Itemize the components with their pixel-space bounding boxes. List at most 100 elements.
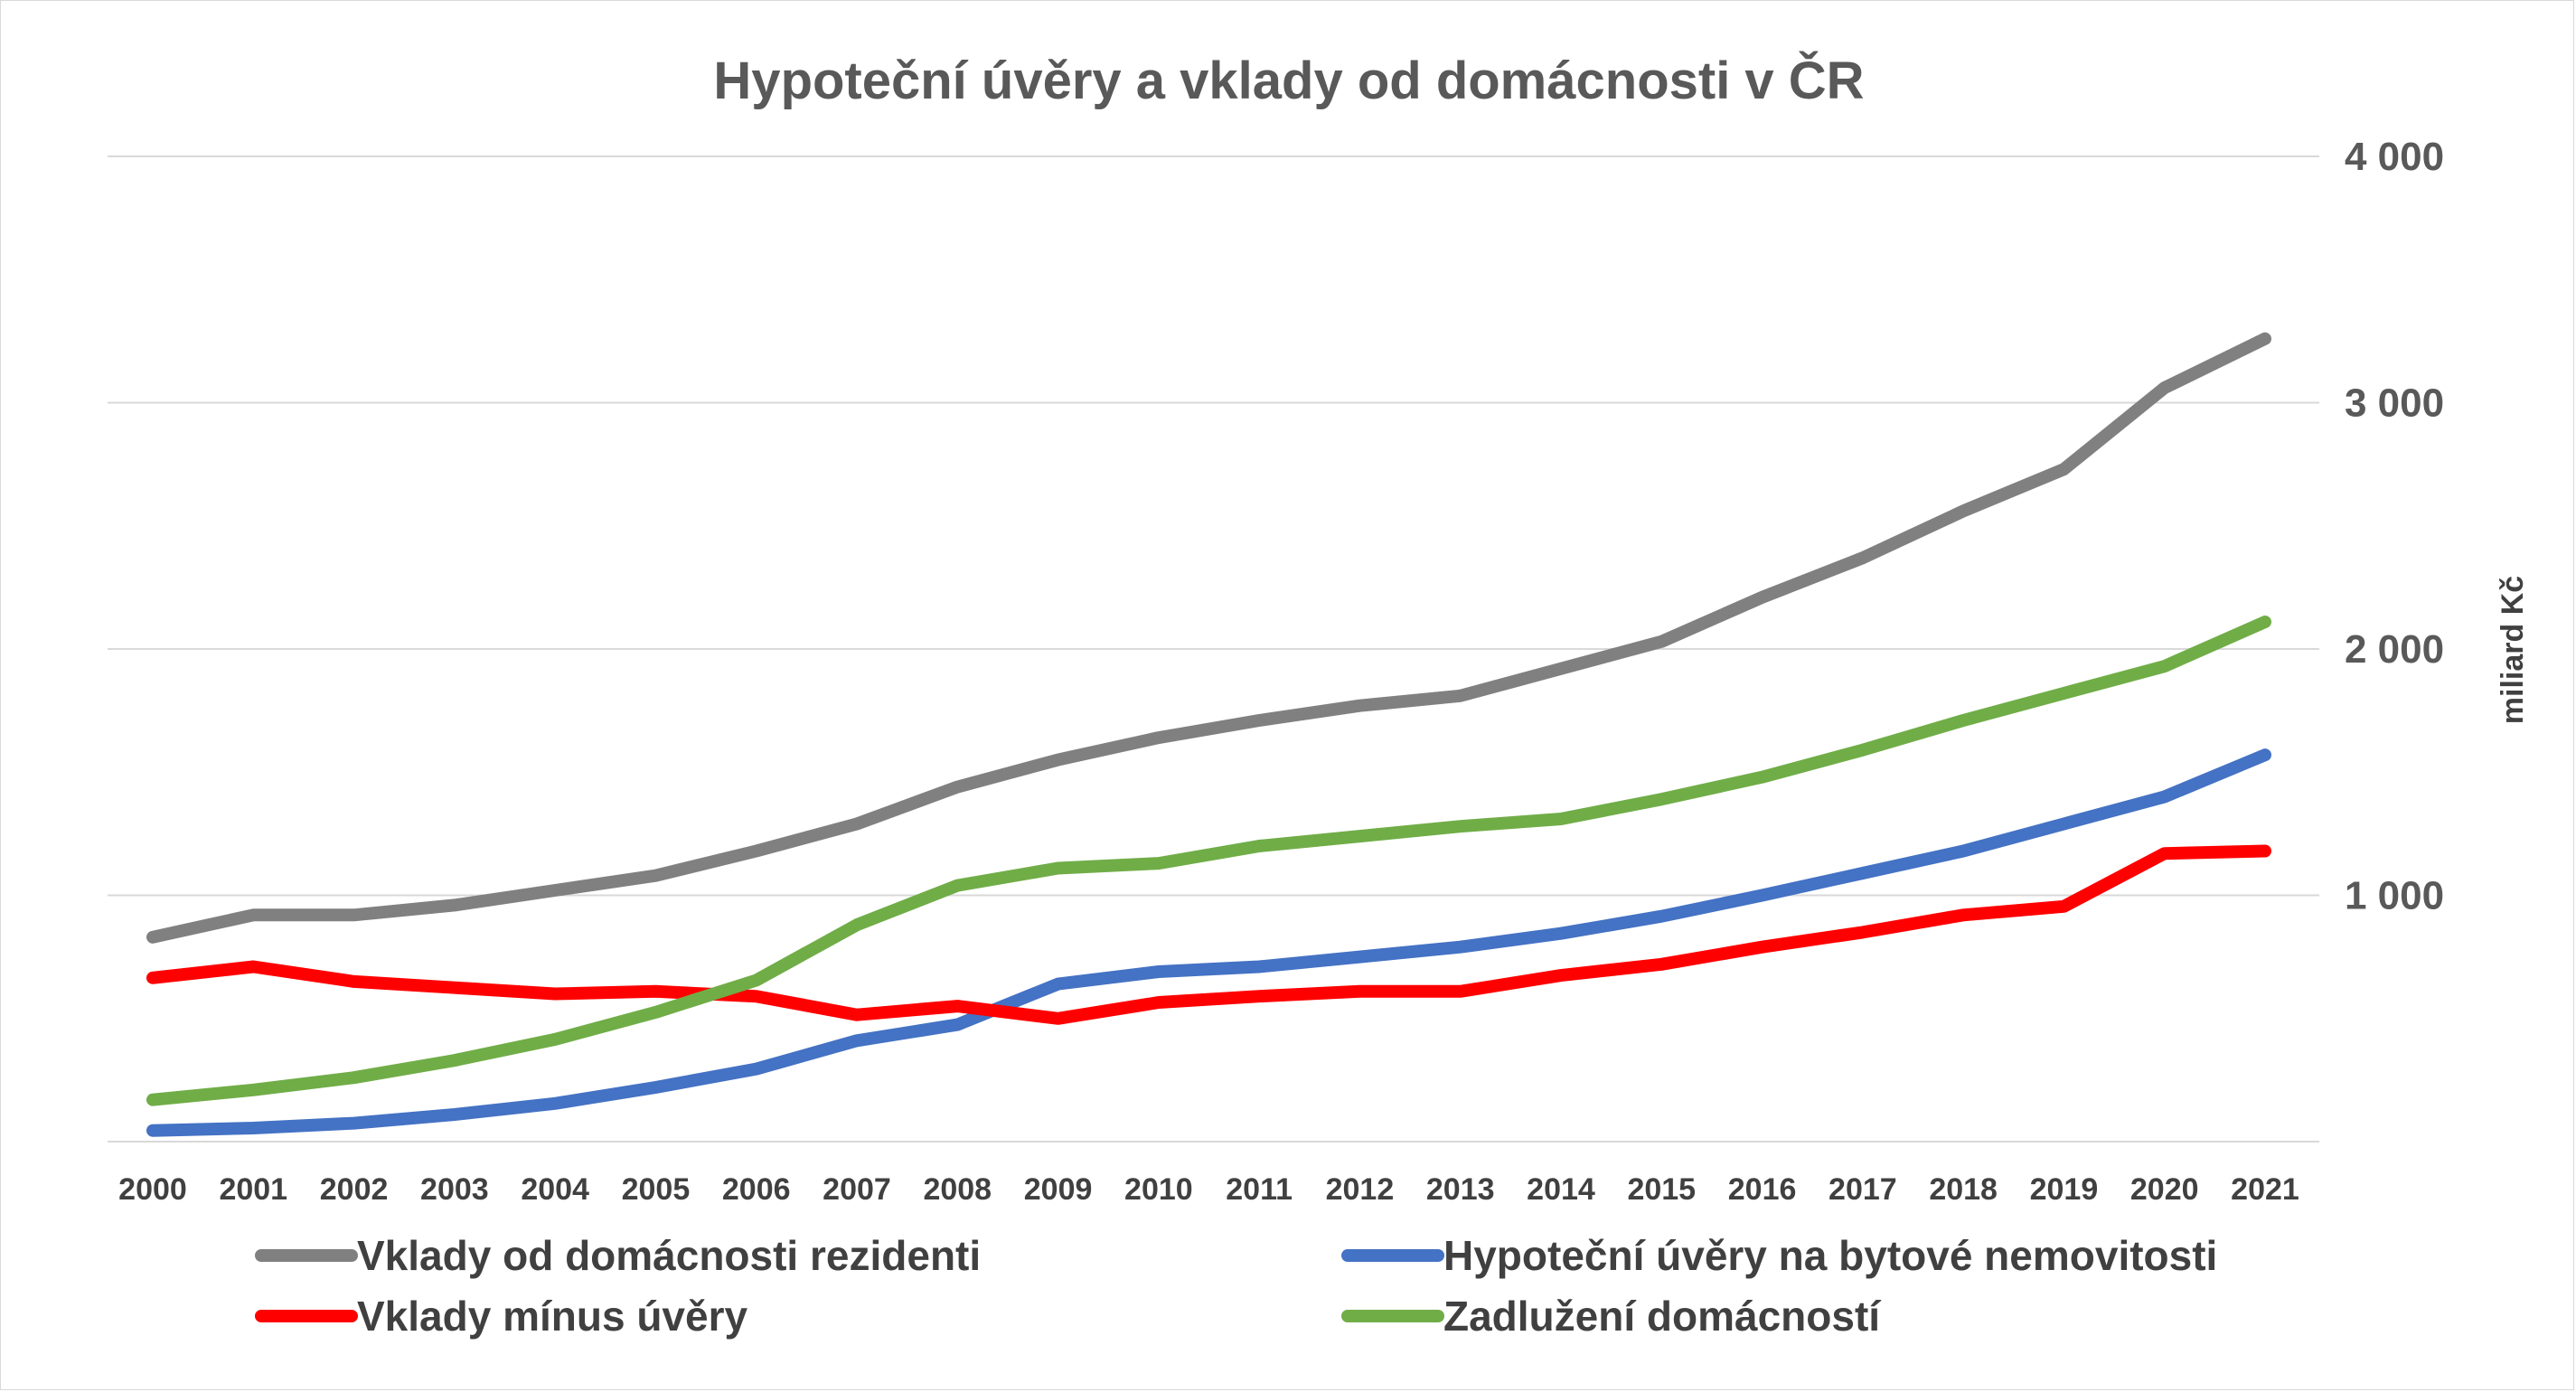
- data-point: [252, 966, 254, 968]
- data-point: [1962, 510, 1964, 512]
- chart-title: Hypoteční úvěry a vklady od domácnosti v…: [713, 52, 1864, 110]
- data-point: [1560, 933, 1562, 935]
- data-point: [956, 1005, 958, 1007]
- data-point: [1359, 835, 1360, 837]
- data-point: [1660, 798, 1662, 800]
- data-point: [1962, 720, 1964, 721]
- data-point: [152, 1099, 154, 1101]
- data-point: [1158, 971, 1160, 973]
- gridlines: [108, 155, 2319, 1143]
- data-point: [554, 993, 556, 994]
- data-point: [756, 995, 757, 997]
- x-tick-label: 2019: [2030, 1172, 2099, 1207]
- data-point: [1762, 776, 1763, 778]
- data-point: [1258, 995, 1260, 997]
- data-point: [454, 904, 456, 906]
- x-tick-label: 2005: [622, 1172, 691, 1207]
- data-point: [554, 1103, 556, 1105]
- x-tick-label: 2020: [2130, 1172, 2199, 1207]
- data-point: [856, 1014, 858, 1016]
- data-point: [1762, 946, 1763, 948]
- x-tick-label: 2006: [722, 1172, 791, 1207]
- data-point: [856, 924, 858, 926]
- data-point: [2164, 852, 2166, 854]
- data-point: [1862, 931, 1864, 933]
- y-tick-label: 2 000: [2345, 627, 2444, 672]
- data-point: [2164, 387, 2166, 389]
- data-point: [1660, 641, 1662, 643]
- series-lines: [146, 332, 2271, 1137]
- data-point: [1158, 862, 1160, 864]
- x-tick-label: 2000: [118, 1172, 187, 1207]
- data-point: [1862, 749, 1864, 751]
- data-point: [1560, 668, 1562, 670]
- y-axis-label: miliard Kč: [2496, 576, 2530, 724]
- x-tick-label: 2015: [1627, 1172, 1696, 1207]
- data-point: [252, 914, 254, 916]
- data-point: [152, 1130, 154, 1132]
- x-tick-label: 2004: [521, 1172, 589, 1207]
- data-point: [1359, 991, 1360, 992]
- legend-label: Vklady od domácnosti rezidenti: [357, 1232, 981, 1279]
- data-point: [2264, 621, 2266, 623]
- data-point: [1862, 872, 1864, 874]
- x-tick-label: 2009: [1024, 1172, 1093, 1207]
- x-tick-label: 2018: [1929, 1172, 1998, 1207]
- data-point: [1862, 557, 1864, 559]
- data-point: [856, 823, 858, 824]
- x-tick-label: 2008: [923, 1172, 992, 1207]
- data-point: [1258, 966, 1260, 968]
- legend-label: Zadlužení domácností: [1443, 1293, 1882, 1340]
- data-point: [353, 1123, 355, 1124]
- data-point: [1962, 914, 1964, 916]
- series-line-3: [146, 616, 2271, 1106]
- x-tick-label: 2001: [219, 1172, 287, 1207]
- x-tick-label: 2011: [1226, 1172, 1293, 1207]
- data-point: [1359, 956, 1360, 958]
- data-point: [353, 1077, 355, 1078]
- series-line-0: [146, 332, 2271, 944]
- data-point: [856, 1039, 858, 1041]
- y-tick-label: 4 000: [2345, 135, 2444, 179]
- y-axis-ticks: 1 000 2 000 3 000 4 000: [2345, 135, 2444, 918]
- x-tick-label: 2003: [420, 1172, 489, 1207]
- series-line-1: [146, 748, 2271, 1137]
- x-tick-label: 2016: [1728, 1172, 1797, 1207]
- data-point: [454, 1059, 456, 1061]
- x-tick-label: 2012: [1326, 1172, 1395, 1207]
- data-point: [252, 1089, 254, 1091]
- data-point: [454, 987, 456, 989]
- data-point: [1560, 818, 1562, 820]
- data-point: [654, 875, 656, 877]
- legend-label: Vklady mínus úvěry: [357, 1293, 747, 1340]
- x-tick-label: 2021: [2231, 1172, 2299, 1207]
- x-tick-label: 2013: [1426, 1172, 1495, 1207]
- data-point: [1258, 720, 1260, 721]
- data-point: [1660, 916, 1662, 917]
- y-tick-label: 1 000: [2345, 874, 2444, 918]
- data-point: [956, 885, 958, 887]
- data-point: [1460, 825, 1462, 827]
- data-point: [956, 786, 958, 788]
- data-point: [956, 1024, 958, 1026]
- data-point: [756, 1068, 757, 1070]
- data-point: [654, 1086, 656, 1088]
- data-point: [2264, 338, 2266, 340]
- data-point: [2264, 754, 2266, 756]
- data-point: [1460, 946, 1462, 948]
- x-tick-label: 2014: [1527, 1172, 1595, 1207]
- x-tick-label: 2007: [823, 1172, 891, 1207]
- data-point: [1258, 845, 1260, 847]
- series-line-2: [146, 844, 2271, 1025]
- data-point: [2164, 796, 2166, 797]
- x-tick-label: 2010: [1124, 1172, 1193, 1207]
- data-point: [353, 914, 355, 916]
- data-point: [1560, 974, 1562, 976]
- data-point: [654, 1011, 656, 1013]
- data-point: [1158, 1002, 1160, 1003]
- data-point: [252, 1127, 254, 1129]
- data-point: [654, 991, 656, 992]
- legend-label: Hypoteční úvěry na bytové nemovitosti: [1443, 1232, 2217, 1279]
